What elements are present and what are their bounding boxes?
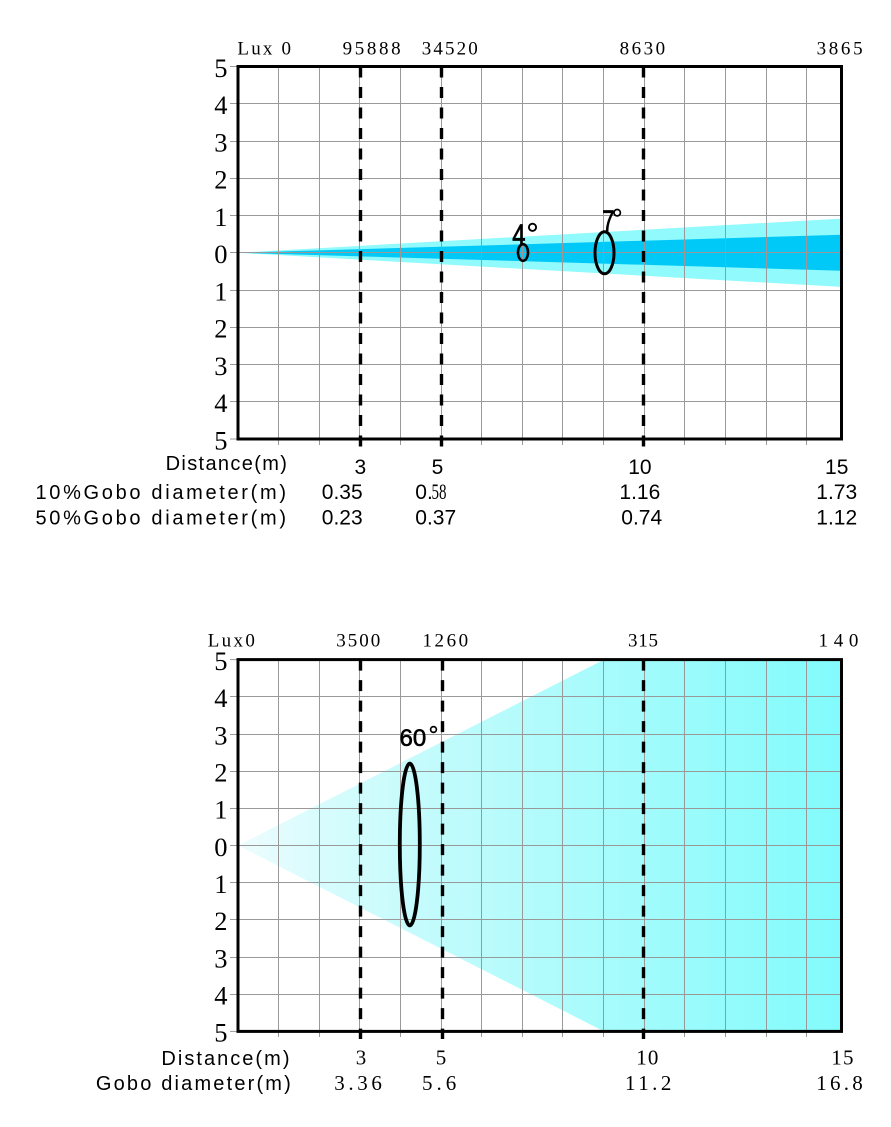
svg-text:16.8: 16.8 (816, 1071, 862, 1095)
svg-text:4: 4 (214, 388, 227, 418)
svg-text:5: 5 (214, 646, 227, 676)
svg-text:1: 1 (214, 869, 227, 899)
svg-text:10: 10 (636, 1046, 658, 1070)
svg-text:Distance(m): Distance(m) (161, 1048, 289, 1070)
svg-text:4: 4 (214, 683, 227, 713)
svg-text:Distance(m): Distance(m) (166, 453, 287, 475)
svg-text:1: 1 (214, 795, 227, 825)
svg-text:Gobo diameter(m): Gobo diameter(m) (96, 1073, 291, 1095)
svg-text:95888: 95888 (343, 39, 401, 60)
svg-text:0.37: 0.37 (415, 507, 456, 530)
svg-text:3.36: 3.36 (334, 1071, 382, 1095)
svg-text:11.2: 11.2 (625, 1071, 671, 1095)
svg-text:1: 1 (214, 202, 227, 232)
svg-text:1.12: 1.12 (816, 507, 857, 530)
svg-text:4: 4 (512, 219, 525, 252)
svg-text:15: 15 (825, 456, 848, 479)
svg-text:1260: 1260 (423, 630, 469, 651)
svg-text:4: 4 (214, 90, 227, 120)
svg-text:34520: 34520 (422, 39, 478, 60)
svg-text:5: 5 (214, 53, 227, 83)
svg-text:4: 4 (214, 981, 227, 1011)
svg-text:5: 5 (214, 1018, 227, 1048)
svg-text:7: 7 (602, 205, 614, 238)
svg-text:5: 5 (436, 1046, 447, 1070)
svg-text:315: 315 (628, 630, 658, 651)
svg-text:3: 3 (214, 351, 227, 381)
svg-text:1: 1 (214, 276, 227, 306)
svg-text:0.23: 0.23 (322, 507, 363, 530)
svg-text:0: 0 (214, 832, 227, 862)
svg-text:50%Gobo diameter(m): 50%Gobo diameter(m) (36, 508, 287, 530)
svg-text:5: 5 (214, 425, 227, 455)
svg-text:3: 3 (214, 127, 227, 157)
svg-text:0: 0 (214, 239, 227, 269)
svg-text:5.6: 5.6 (422, 1071, 456, 1095)
svg-text:3: 3 (356, 1046, 367, 1070)
svg-text:58: 58 (432, 479, 447, 504)
svg-text:1.16: 1.16 (619, 481, 660, 504)
svg-text:0.74: 0.74 (621, 507, 662, 530)
svg-text:3: 3 (214, 943, 227, 973)
svg-text:3: 3 (214, 720, 227, 750)
svg-text:3500: 3500 (336, 630, 380, 651)
svg-text:2: 2 (214, 314, 227, 344)
svg-text:3865: 3865 (817, 39, 863, 60)
svg-text:1.73: 1.73 (816, 481, 857, 504)
svg-text:0.35: 0.35 (322, 481, 363, 504)
svg-text:3: 3 (355, 456, 367, 479)
svg-text:60: 60 (400, 725, 427, 752)
svg-text:2: 2 (214, 906, 227, 936)
svg-text:8630: 8630 (620, 39, 666, 60)
svg-text:2: 2 (214, 757, 227, 787)
svg-text:15: 15 (831, 1046, 853, 1070)
svg-text:5: 5 (432, 456, 444, 479)
svg-text:0.: 0. (415, 481, 433, 504)
svg-text:10%Gobo diameter(m): 10%Gobo diameter(m) (36, 482, 287, 504)
svg-text:Lux 0: Lux 0 (237, 39, 291, 60)
svg-text:140: 140 (819, 630, 859, 651)
svg-text:2: 2 (214, 165, 227, 195)
svg-text:10: 10 (628, 456, 651, 479)
